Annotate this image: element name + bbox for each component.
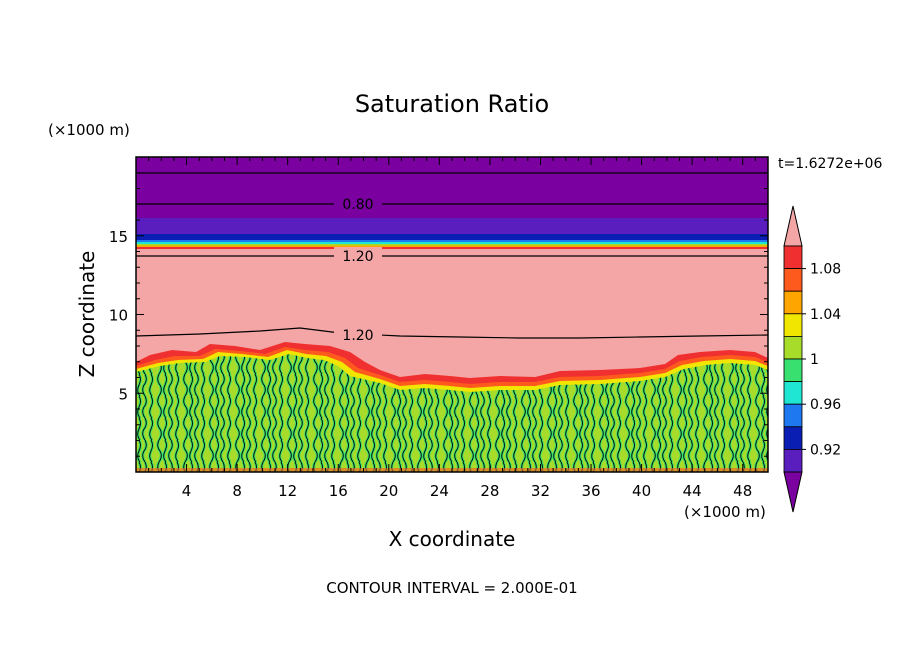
contour-label-0.80: 0.80 bbox=[342, 197, 373, 213]
colorbar-swatch bbox=[783, 268, 803, 292]
x-axis: 4 8 12 16 20 24 28 32 36 40 44 48 bbox=[148, 157, 756, 500]
x-tick-label: 8 bbox=[232, 482, 242, 500]
contour-line-1.20-lower bbox=[136, 327, 768, 339]
contour-label-1.20-lower: 1.20 bbox=[342, 328, 373, 344]
colorbar-tick-label: 1 bbox=[810, 352, 819, 368]
x-tick-label: 24 bbox=[430, 482, 449, 500]
colorbar-tick-label: 0.92 bbox=[810, 442, 841, 458]
contour-label-1.20-upper: 1.20 bbox=[342, 249, 373, 265]
colorbar-swatch bbox=[783, 335, 803, 360]
contour-field bbox=[136, 157, 768, 472]
band-1.00-1.02 bbox=[136, 244, 768, 246]
x-tick-label: 32 bbox=[531, 482, 550, 500]
x-tick-label: 20 bbox=[379, 482, 398, 500]
colorbar-swatch bbox=[783, 290, 803, 315]
colorbar-swatch bbox=[783, 381, 803, 405]
cloud-body bbox=[136, 354, 768, 472]
x-tick-label: 48 bbox=[733, 482, 752, 500]
band-1.04-1.06 bbox=[136, 245, 768, 247]
colorbar-tick-label: 1.04 bbox=[810, 307, 841, 323]
colorbar-swatch bbox=[783, 313, 803, 337]
y-tick-label: 15 bbox=[109, 228, 128, 246]
x-tick-label: 12 bbox=[278, 482, 297, 500]
y-tick-label: 10 bbox=[109, 307, 128, 325]
colorbar-swatch bbox=[783, 426, 803, 450]
y-axis-label: Z coordinate bbox=[75, 251, 99, 378]
x-tick-label: 44 bbox=[683, 482, 702, 500]
time-label: t=1.6272e+06 bbox=[778, 156, 882, 172]
contour-interval-footer: CONTOUR INTERVAL = 2.000E-01 bbox=[326, 579, 577, 597]
band-0.94-0.96 bbox=[136, 234, 768, 240]
x-tick-label: 4 bbox=[182, 482, 192, 500]
y-axis-unit: (×1000 m) bbox=[48, 121, 130, 139]
y-tick-label: 5 bbox=[118, 385, 128, 403]
colorbar-swatch bbox=[783, 448, 803, 473]
colorbar-tick-label: 1.08 bbox=[810, 262, 841, 278]
colorbar: 1.08 1.04 1 0.96 0.92 bbox=[783, 205, 841, 513]
band-1.06-1.10 bbox=[136, 247, 768, 249]
band-0.96-0.98 bbox=[136, 240, 768, 242]
band-0.92-0.94 bbox=[136, 228, 768, 234]
colorbar-swatch bbox=[783, 358, 803, 383]
x-axis-unit: (×1000 m) bbox=[684, 503, 766, 521]
x-tick-label: 16 bbox=[329, 482, 348, 500]
band-0.90-0.92 bbox=[136, 218, 768, 228]
y-axis: 5 10 15 bbox=[109, 172, 768, 457]
band-0.98-1.00 bbox=[136, 242, 768, 244]
colorbar-swatch bbox=[783, 245, 803, 270]
x-tick-label: 28 bbox=[480, 482, 499, 500]
colorbar-arrow-top bbox=[783, 205, 803, 247]
region-below-0.90 bbox=[136, 157, 768, 218]
colorbar-tick-label: 0.96 bbox=[810, 397, 841, 413]
x-tick-label: 40 bbox=[632, 482, 651, 500]
x-axis-label: X coordinate bbox=[389, 527, 516, 551]
colorbar-swatch bbox=[783, 403, 803, 428]
x-tick-label: 36 bbox=[581, 482, 600, 500]
chart-title: Saturation Ratio bbox=[355, 90, 549, 118]
colorbar-arrow-bottom bbox=[783, 471, 803, 513]
